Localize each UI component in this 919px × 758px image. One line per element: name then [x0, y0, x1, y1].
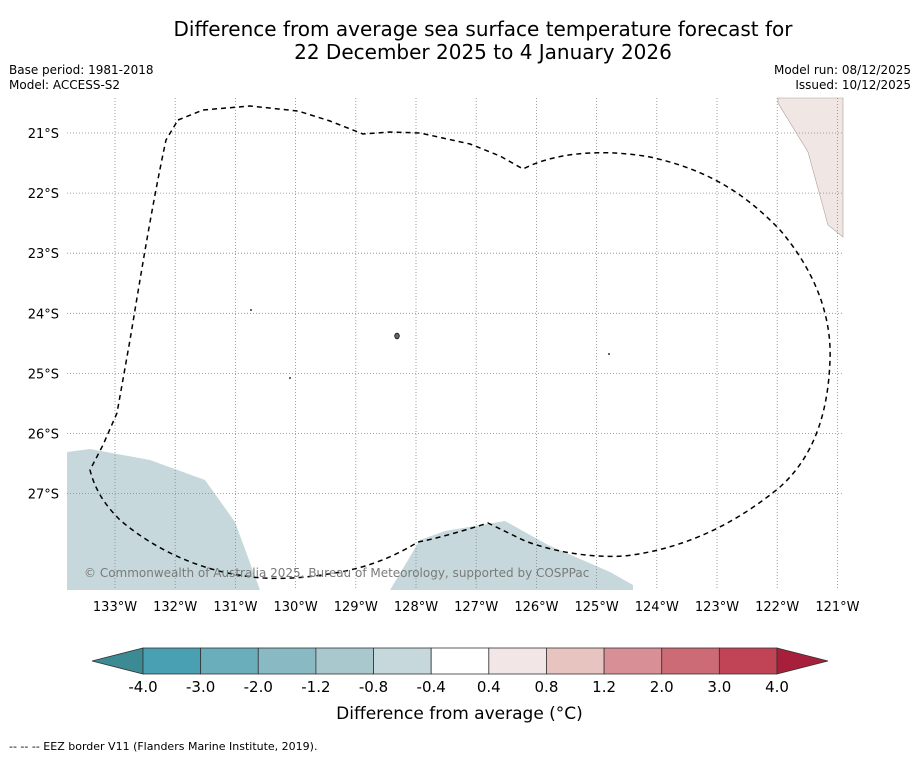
latitude-label: 25°S — [28, 367, 59, 382]
model-run: Model run: 08/12/2025 — [773, 63, 911, 77]
cool-anomaly-region-south — [390, 521, 633, 590]
longitude-label: 127°W — [454, 600, 498, 615]
colorbar-bin — [661, 647, 720, 675]
colorbar-tick-label: -2.0 — [244, 678, 273, 696]
meta-left: Base period: 1981-2018 Model: ACCESS-S2 — [9, 63, 154, 93]
longitude-label: 122°W — [755, 600, 799, 615]
title-line2: 22 December 2025 to 4 January 2026 — [294, 40, 672, 64]
colorbar-tick-label: -0.4 — [417, 678, 446, 696]
longitude-label: 126°W — [514, 600, 558, 615]
colorbar-bin — [315, 647, 374, 675]
warm-anomaly-region-northeast — [777, 97, 844, 238]
title-line1: Difference from average sea surface temp… — [173, 17, 793, 41]
colorbar-bin — [546, 647, 605, 675]
longitude-label: 123°W — [695, 600, 739, 615]
colorbar-bin — [142, 647, 202, 675]
latitude-label: 27°S — [28, 488, 59, 503]
longitude-labels: 133°W 132°W 131°W 130°W 129°W 128°W 127°W 126°W… — [93, 600, 860, 615]
latitude-label: 22°S — [28, 187, 59, 202]
longitude-label: 129°W — [334, 600, 378, 615]
base-period: Base period: 1981-2018 — [9, 63, 154, 77]
latitude-labels: 21°S 22°S 23°S 24°S 25°S 26°S 27°S — [28, 127, 59, 503]
longitude-label: 128°W — [394, 600, 438, 615]
colorbar-tick-label: -1.2 — [301, 678, 330, 696]
colorbar-title: Difference from average (°C) — [336, 704, 583, 724]
eez-border — [89, 105, 831, 580]
colorbar-low-extend — [91, 647, 144, 675]
longitude-label: 132°W — [153, 600, 197, 615]
colorbar-tick-label: 4.0 — [765, 678, 789, 696]
latitude-label: 24°S — [28, 307, 59, 322]
footnote: -- -- -- EEZ border V11 (Flanders Marine… — [9, 740, 318, 753]
meta-right: Model run: 08/12/2025 Issued: 10/12/2025 — [774, 63, 911, 93]
colorbar: -4.0 -3.0 -2.0 -1.2 -0.8 -0.4 0.4 0.8 1.2 2.0 3.0 4… — [91, 647, 829, 696]
colorbar-high-extend — [776, 647, 829, 675]
latitude-label: 26°S — [28, 428, 59, 443]
colorbar-bin — [488, 647, 547, 675]
model-name: Model: ACCESS-S2 — [9, 78, 121, 92]
colorbar-bin — [603, 647, 663, 675]
island — [250, 309, 252, 311]
longitude-label: 121°W — [815, 600, 859, 615]
colorbar-bin — [430, 647, 490, 675]
colorbar-bin — [718, 647, 778, 675]
colorbar-tick-label: -0.8 — [359, 678, 388, 696]
island — [608, 353, 610, 355]
copyright-notice: © Commonwealth of Australia 2025, Bureau… — [84, 566, 589, 580]
graticule — [67, 98, 843, 590]
colorbar-tick-label: 0.8 — [535, 678, 559, 696]
colorbar-tick-label: -3.0 — [186, 678, 215, 696]
colorbar-tick-label: 0.4 — [477, 678, 501, 696]
map-title: Difference from average sea surface temp… — [0, 18, 919, 64]
issued-date: Issued: 10/12/2025 — [795, 78, 911, 92]
longitude-label: 130°W — [274, 600, 318, 615]
colorbar-bin — [200, 647, 259, 675]
colorbar-bin — [257, 647, 317, 675]
longitude-label: 133°W — [93, 600, 137, 615]
colorbar-bin — [373, 647, 432, 675]
longitude-label: 124°W — [635, 600, 679, 615]
island — [289, 377, 291, 379]
colorbar-tick-label: 2.0 — [650, 678, 674, 696]
island — [394, 332, 400, 340]
latitude-label: 23°S — [28, 247, 59, 262]
longitude-label: 131°W — [213, 600, 257, 615]
colorbar-tick-label: 3.0 — [707, 678, 731, 696]
latitude-label: 21°S — [28, 127, 59, 142]
colorbar-tick-label: -4.0 — [128, 678, 157, 696]
colorbar-tick-label: 1.2 — [592, 678, 616, 696]
islands — [250, 309, 610, 379]
anomaly-regions — [67, 97, 844, 590]
longitude-label: 125°W — [575, 600, 619, 615]
